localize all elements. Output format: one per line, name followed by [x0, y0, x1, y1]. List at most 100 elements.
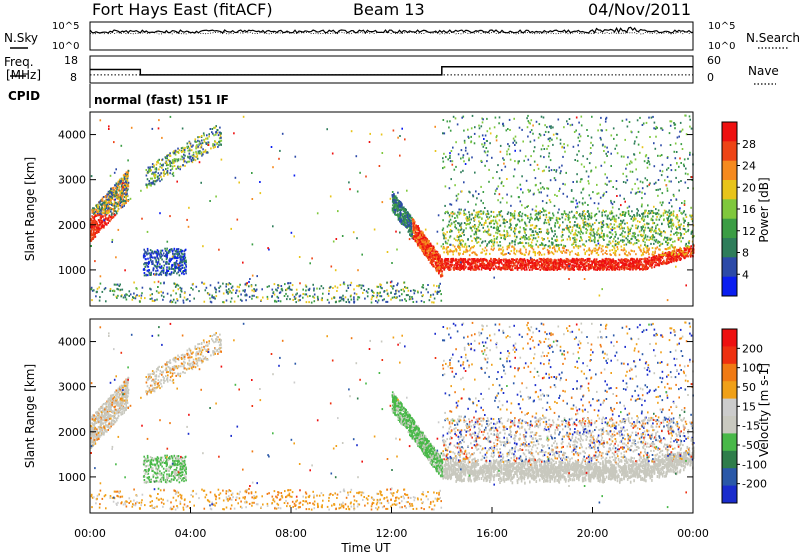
scatter-cell	[571, 268, 573, 271]
scatter-cell	[627, 264, 629, 267]
scatter-cell	[529, 224, 532, 227]
scatter-cell	[553, 204, 556, 207]
scatter-cell	[635, 261, 638, 264]
scatter-cell	[448, 215, 451, 218]
scatter-cell	[542, 259, 545, 262]
scatter-cell	[475, 253, 477, 256]
scatter-cell	[635, 239, 638, 241]
scatter-cell	[618, 253, 621, 256]
scatter-cell	[602, 253, 604, 256]
scatter-cell	[649, 229, 652, 232]
scatter-cell	[575, 241, 577, 244]
scatter-cell	[502, 222, 505, 225]
scatter-cell	[538, 123, 541, 126]
scatter-cell	[550, 125, 552, 128]
scatter-cell	[414, 229, 417, 231]
scatter-cell	[566, 224, 568, 227]
scatter-cell	[573, 264, 575, 267]
scatter-cell	[475, 211, 478, 214]
scatter-cell	[607, 150, 609, 153]
scatter-cell	[674, 169, 677, 172]
scatter-cell	[624, 259, 626, 262]
scatter-cell	[664, 253, 666, 256]
scatter-cell	[456, 239, 459, 242]
scatter-cell	[564, 251, 566, 254]
scatter-cell	[647, 204, 649, 207]
scatter-cell	[645, 121, 648, 124]
scatter-cell	[548, 169, 550, 172]
scatter-cell	[605, 266, 607, 269]
scatter-cell	[448, 265, 451, 268]
scatter-cell	[685, 216, 688, 218]
scatter-cell	[629, 268, 631, 271]
scatter-cell	[562, 238, 564, 241]
nave-right-tick-bottom: 0	[707, 71, 714, 84]
scatter-cell	[630, 263, 632, 266]
scatter-cell	[489, 127, 491, 130]
scatter-cell	[508, 263, 510, 266]
scatter-cell	[637, 262, 640, 265]
scatter-cell	[436, 260, 438, 262]
scatter-cell	[553, 177, 556, 180]
scatter-cell	[485, 147, 488, 149]
scatter-cell	[629, 215, 631, 217]
scatter-cell	[468, 223, 470, 226]
scatter-cell	[534, 237, 537, 240]
scatter-cell	[584, 223, 586, 226]
scatter-cell	[671, 219, 674, 222]
scatter-cell	[564, 183, 566, 186]
scatter-cell	[556, 219, 558, 222]
scatter-cell	[419, 238, 422, 240]
scatter-cell	[691, 249, 694, 252]
scatter-cell	[465, 227, 467, 230]
scatter-cell	[532, 251, 535, 254]
scatter-cell	[416, 239, 419, 242]
scatter-cell	[639, 248, 641, 251]
scatter-cell	[655, 247, 657, 250]
scatter-cell	[606, 253, 608, 255]
scatter-cell	[458, 222, 460, 225]
scatter-cell	[398, 200, 401, 203]
scatter-cell	[463, 268, 465, 271]
scatter-cell	[512, 259, 514, 262]
scatter-cell	[506, 193, 508, 196]
scatter-cell	[504, 265, 506, 268]
scatter-cell	[519, 200, 522, 203]
scatter-cell	[588, 232, 591, 235]
scatter-cell	[449, 230, 452, 233]
scatter-cell	[683, 247, 685, 250]
scatter-cell	[657, 232, 659, 235]
scatter-cell	[510, 260, 512, 263]
scatter-cell	[611, 233, 614, 236]
power-data	[90, 114, 695, 304]
scatter-cell	[667, 242, 670, 244]
scatter-cell	[523, 267, 525, 270]
scatter-cell	[643, 237, 645, 240]
scatter-cell	[426, 249, 429, 251]
scatter-cell	[558, 268, 560, 270]
scatter-cell	[580, 191, 583, 194]
scatter-cell	[534, 209, 537, 212]
scatter-cell	[588, 216, 591, 219]
scatter-cell	[575, 206, 577, 209]
scatter-cell	[583, 264, 585, 267]
scatter-cell	[660, 232, 662, 235]
scatter-cell	[502, 260, 505, 263]
scatter-cell	[587, 258, 589, 261]
scatter-cell	[513, 217, 516, 220]
scatter-cell	[473, 233, 476, 236]
scatter-cell	[659, 256, 662, 259]
scatter-cell	[449, 261, 452, 264]
scatter-cell	[583, 259, 585, 262]
scatter-cell	[687, 245, 689, 247]
scatter-cell	[586, 229, 589, 232]
scatter-cell	[588, 214, 591, 217]
scatter-cell	[401, 204, 403, 207]
scatter-cell	[653, 182, 656, 185]
scatter-cell	[464, 208, 466, 211]
scatter-cell	[553, 263, 555, 266]
scatter-cell	[630, 130, 632, 133]
scatter-cell	[606, 155, 608, 157]
scatter-cell	[404, 210, 407, 213]
scatter-cell	[579, 180, 582, 183]
